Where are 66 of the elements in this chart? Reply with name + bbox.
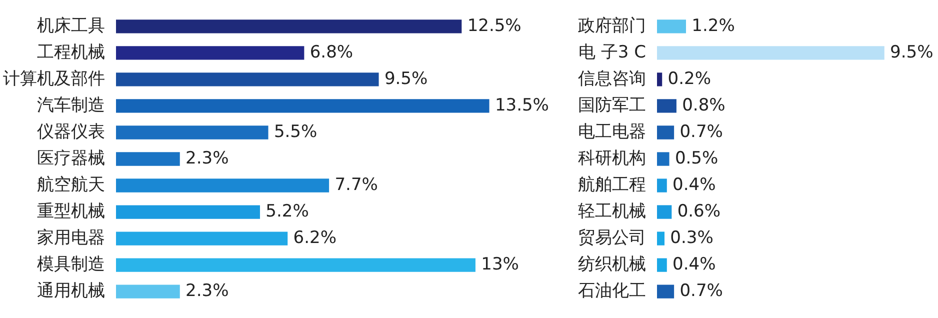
bar [657,126,674,140]
data-label: 13.5% [494,95,549,116]
bar [116,152,180,166]
bar [116,232,288,246]
data-label: 0.2% [668,68,711,89]
data-label: 1.2% [692,16,735,36]
data-label: 6.8% [310,42,354,62]
bar [657,20,686,34]
bar [657,258,667,272]
y-tick-label: 计算机及部件 [3,68,105,89]
y-tick-label: 医疗器械 [37,148,105,168]
bar [657,178,667,192]
bar [657,99,676,113]
data-label: 5.2% [266,201,309,222]
bar [657,46,884,60]
y-tick-label: 科研机构 [578,148,646,168]
y-tick-label: 模具制造 [37,254,105,274]
bar [657,152,670,166]
y-tick-label: 通用机械 [37,280,105,301]
bar [116,46,304,60]
y-tick-label: 工程机械 [37,42,105,62]
data-label: 12.5% [467,16,522,36]
y-tick-label: 石油化工 [578,280,646,301]
bar [116,258,476,272]
y-tick-label: 信息咨询 [578,68,646,89]
data-label: 2.3% [186,280,229,301]
data-label: 13% [481,254,519,274]
y-tick-label: 机床工具 [37,16,105,36]
bar [657,205,672,219]
data-label: 0.4% [672,254,716,274]
data-label: 6.2% [293,228,336,248]
data-label: 0.7% [680,122,723,142]
y-tick-label: 贸易公司 [578,228,646,248]
data-label: 0.8% [682,95,726,116]
y-tick-label: 航空航天 [37,174,105,195]
data-label: 9.5% [890,42,934,62]
data-label: 0.5% [674,148,718,168]
y-tick-label: 轻工机械 [578,201,646,222]
data-label: 5.5% [274,122,318,142]
bar [116,99,490,113]
bar [657,284,674,298]
data-label: 0.6% [677,201,721,222]
data-label: 2.3% [186,148,229,168]
y-tick-label: 政府部门 [578,16,646,36]
y-tick-label: 仪器仪表 [37,122,105,142]
y-tick-label: 汽车制造 [37,95,105,116]
y-tick-label: 国防军工 [578,95,646,116]
data-label: 9.5% [384,68,428,89]
data-label: 0.4% [672,174,716,195]
data-label: 0.3% [670,228,714,248]
data-label: 7.7% [334,174,378,195]
data-label: 0.7% [680,280,723,301]
bar [116,20,462,34]
y-tick-label: 重型机械 [37,201,105,222]
bar [116,178,330,192]
bar [657,72,662,86]
bar [116,205,260,219]
bar [116,72,379,86]
y-tick-label: 纺织机械 [578,254,646,274]
y-tick-label: 电工电器 [578,122,646,142]
bar [657,232,664,246]
y-tick-label: 航舶工程 [578,174,646,195]
y-tick-label: 家用电器 [37,228,105,248]
bar [116,284,180,298]
bar [116,126,268,140]
y-tick-label: 电 子3 C [578,42,646,62]
